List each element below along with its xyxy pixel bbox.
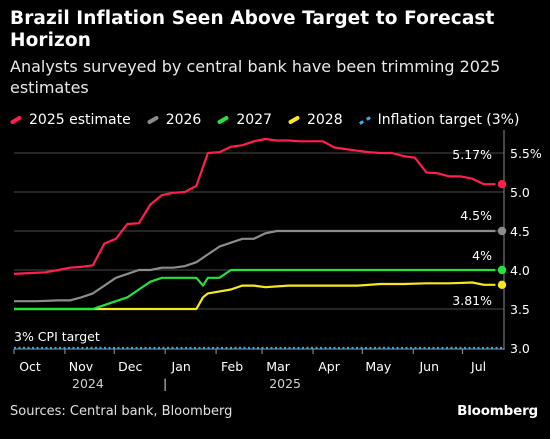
legend-label-2026: 2026 — [165, 112, 202, 128]
brand-logo: Bloomberg — [457, 403, 538, 419]
x-tick-label: Nov — [69, 359, 94, 374]
x-tick-label: Dec — [118, 359, 142, 374]
series-end-dot-2026 — [497, 226, 507, 236]
legend-item-2026: 2026 — [146, 112, 202, 128]
y-tick-label: 5.0 — [510, 185, 530, 200]
legend-item-2028: 2028 — [287, 112, 343, 128]
axis-layer: 3.0 3.5 4.0 4.5 5.0 5.5% Oct Nov Dec Jan Feb Mar Apr… — [13, 130, 542, 391]
series-layer — [13, 137, 507, 350]
target-annotation: 3% CPI target — [14, 329, 100, 344]
x-year-label: 2025 — [269, 376, 301, 391]
y-tick-label: 4.5 — [510, 224, 530, 239]
series-line-2028 — [14, 281, 496, 311]
legend-item-2025: 2025 estimate — [9, 112, 131, 128]
series-end-label-2026: 4.5% — [460, 208, 492, 223]
series-end-dot-2025 — [497, 180, 507, 189]
legend-label-2025: 2025 estimate — [29, 112, 131, 128]
series-end-label-2027: 4% — [472, 248, 492, 263]
series-end-dot-2027 — [497, 265, 507, 275]
source-note: Sources: Central bank, Bloomberg — [10, 404, 233, 419]
chart-title: Brazil Inflation Seen Above Target to Fo… — [10, 8, 495, 51]
x-tick-label: Jul — [470, 359, 486, 374]
chart-legend: 2025 estimate 2026 2027 2028 Inflation t… — [9, 110, 535, 130]
y-tick-label: 3.5 — [510, 302, 530, 317]
x-tick-label: Apr — [318, 359, 340, 374]
series-line-2025 — [13, 137, 496, 275]
series-line-2027 — [14, 268, 496, 311]
legend-label-2027: 2027 — [236, 112, 272, 128]
x-tick-label: Jan — [171, 359, 191, 374]
x-tick-label: Oct — [19, 359, 41, 374]
chart-subtitle: Analysts surveyed by central bank have b… — [10, 57, 501, 97]
legend-item-target: Inflation target (3%) — [358, 112, 520, 128]
x-tick-label: May — [365, 359, 391, 374]
legend-item-2027: 2027 — [217, 112, 272, 128]
x-tick-label: Feb — [221, 359, 243, 374]
series-line-2026 — [14, 229, 496, 303]
x-tick-label: Jun — [419, 359, 440, 374]
series-end-dot-2028 — [497, 280, 507, 290]
label-layer: 5.17% 4.5% 4% 3.81% 3% CPI target — [14, 147, 492, 344]
x-year-divider: | — [163, 376, 167, 391]
x-year-label: 2024 — [72, 376, 104, 391]
legend-label-target: Inflation target (3%) — [377, 112, 520, 128]
y-tick-label: 3.0 — [510, 341, 530, 356]
series-end-label-2025: 5.17% — [452, 147, 492, 162]
y-tick-label: 4.0 — [510, 263, 530, 278]
series-end-label-2028: 3.81% — [452, 293, 492, 308]
y-tick-label: 5.5% — [510, 146, 542, 161]
legend-label-2028: 2028 — [306, 112, 343, 128]
x-tick-label: Mar — [266, 359, 290, 374]
